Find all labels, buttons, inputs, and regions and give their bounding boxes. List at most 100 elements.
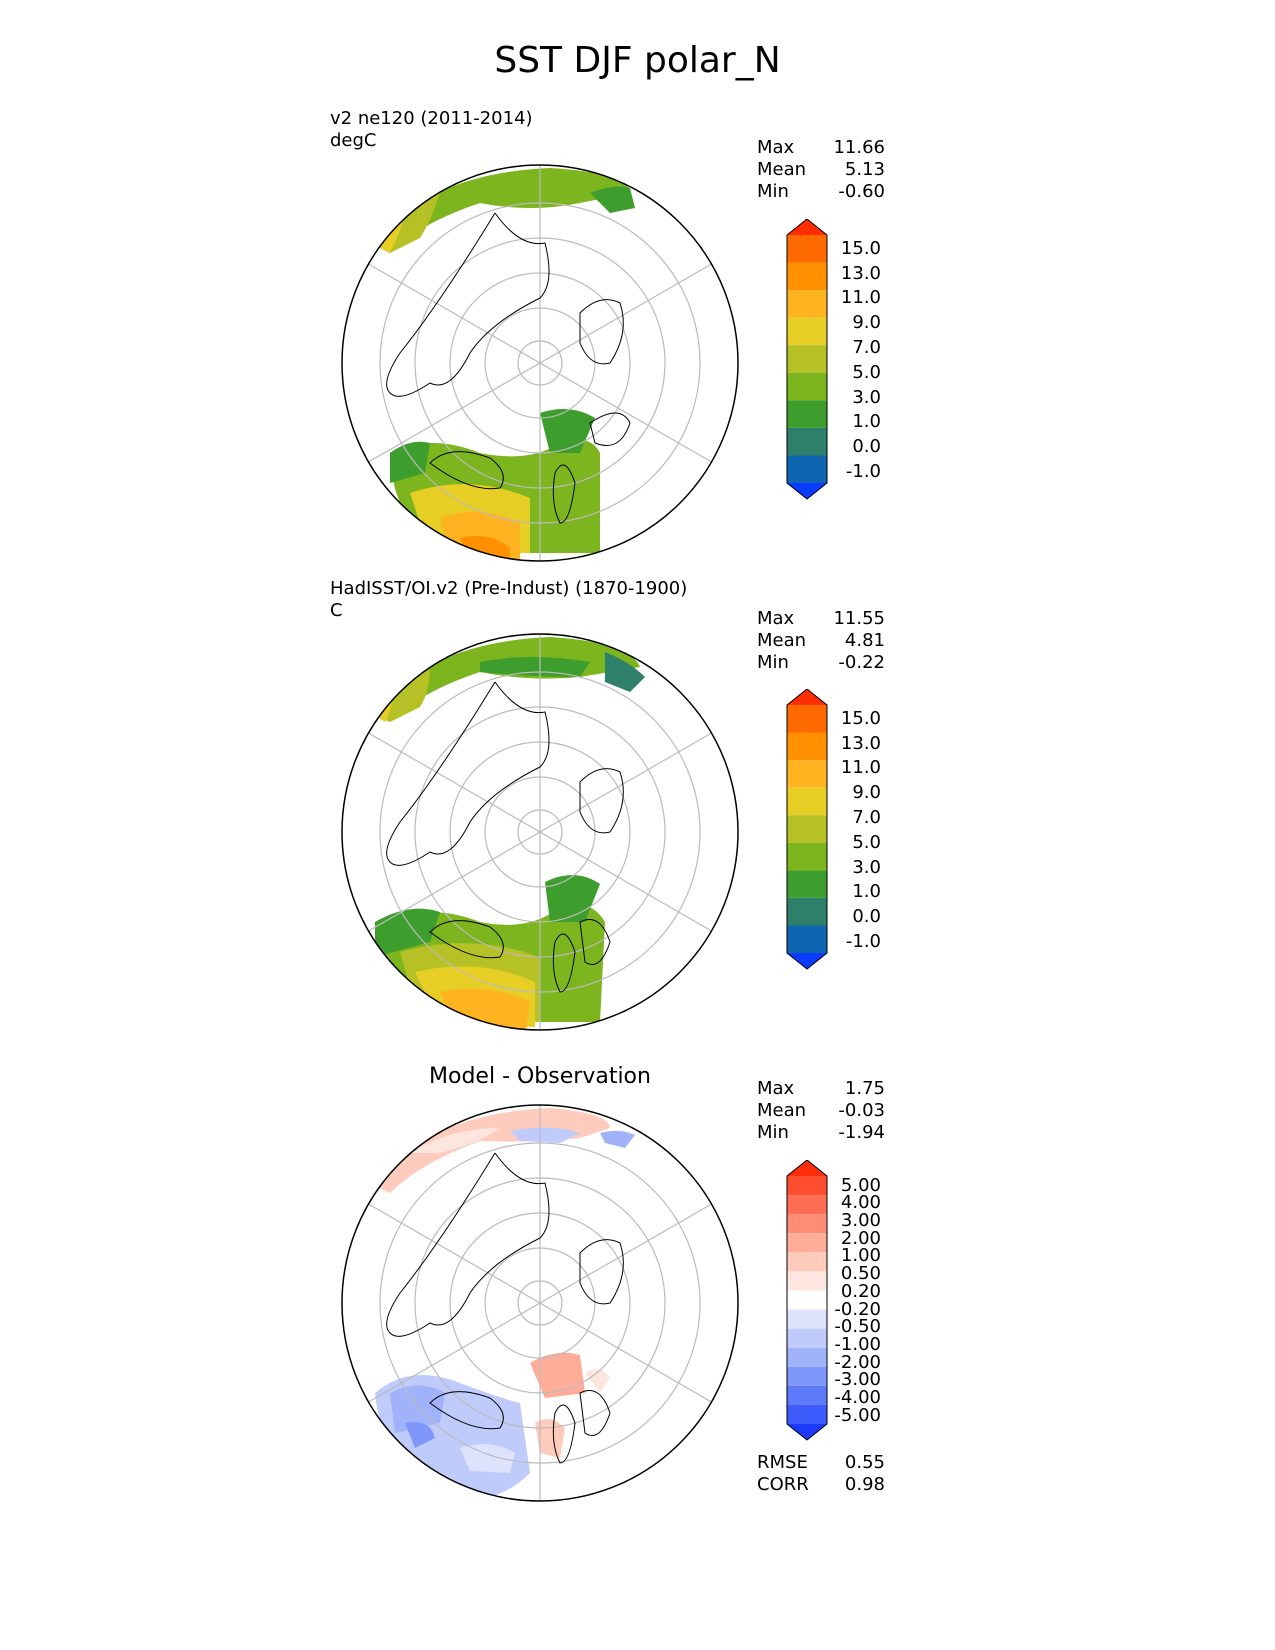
- stat-label: Max: [757, 608, 795, 629]
- stat-value-mean: 5.13: [844, 159, 885, 180]
- colorbar-band: [787, 1195, 827, 1215]
- corr-value: 0.98: [844, 1474, 885, 1495]
- colorbar-band: [787, 1424, 827, 1440]
- stat-value-max: 11.66: [833, 137, 885, 158]
- colorbar-tick-label: 2.00: [840, 1227, 881, 1249]
- model-stats: Max 11.66 Mean 5.13 Min -0.60: [757, 137, 885, 203]
- diff-colorbar: 5.00 4.00 3.00 2.00 1.00 0.50 0.20 -0.20 -0.50 -1…: [785, 1160, 915, 1450]
- page-title: SST DJF polar_N: [494, 40, 781, 81]
- colorbar-tick-label: 9.0: [852, 312, 881, 334]
- obs-stats: Max 11.55 Mean 4.81 Min -0.22: [757, 608, 885, 674]
- colorbar-band: [787, 290, 827, 318]
- stat-label: Min: [757, 181, 789, 202]
- colorbar-tick-label: 13.0: [840, 732, 881, 754]
- colorbar-outline: [786, 689, 828, 970]
- colorbar-band: [787, 1290, 827, 1310]
- colorbar-band: [787, 1252, 827, 1272]
- colorbar-band: [787, 235, 827, 263]
- colorbar-tick-label: 1.00: [840, 1245, 881, 1267]
- colorbar-band: [787, 427, 827, 456]
- colorbar-tick-label: 9.0: [852, 782, 881, 804]
- stat-value-min: -1.94: [838, 1122, 885, 1143]
- colorbar-band: [787, 1176, 827, 1196]
- colorbar-band: [787, 689, 827, 705]
- colorbar-band: [787, 455, 827, 483]
- stat-value-min: -0.22: [838, 652, 885, 673]
- colorbar-tick-label: 0.50: [840, 1263, 881, 1285]
- colorbar-tick-label: -2.00: [834, 1351, 881, 1373]
- obs-units: C: [330, 600, 343, 621]
- colorbar-band: [787, 760, 827, 788]
- colorbar-tick-label: 1.0: [852, 411, 881, 433]
- obs-polar-map: [341, 633, 739, 1031]
- colorbar-tick-label: -0.50: [834, 1316, 881, 1338]
- colorbar-band: [787, 372, 827, 401]
- colorbar-band: [787, 953, 827, 969]
- colorbar-band: [787, 925, 827, 953]
- colorbar-tick-label: 7.0: [852, 806, 881, 828]
- diff-colorbar-graphic: [786, 1160, 828, 1441]
- colorbar-outline: [786, 219, 828, 500]
- colorbar-outline: [786, 1160, 828, 1441]
- colorbar-tick-label: 3.0: [852, 856, 881, 878]
- colorbar-band: [787, 1214, 827, 1234]
- colorbar-band: [787, 815, 827, 843]
- colorbar-band: [787, 1328, 827, 1348]
- colorbar-tick-label: 0.0: [852, 436, 881, 458]
- colorbar-tick-label: -1.0: [845, 930, 881, 952]
- colorbar-band: [787, 317, 827, 346]
- colorbar-band: [787, 345, 827, 373]
- colorbar-tick-label: 15.0: [840, 237, 881, 259]
- stat-label: Mean: [757, 630, 807, 651]
- diff-polar-map: [341, 1104, 739, 1502]
- colorbar-band: [787, 1404, 827, 1424]
- colorbar-tick-label: 1.0: [852, 881, 881, 903]
- colorbar-band: [787, 400, 827, 428]
- model-polar-map: [341, 164, 739, 562]
- stat-label: Max: [757, 1078, 795, 1099]
- colorbar-tick-label: 3.0: [852, 386, 881, 408]
- stat-value-mean: -0.03: [838, 1100, 885, 1121]
- colorbar-tick-label: 5.0: [852, 361, 881, 383]
- rmse-value: 0.55: [844, 1452, 885, 1473]
- colorbar-tick-label: 5.00: [840, 1174, 881, 1196]
- colorbar-band: [787, 262, 827, 291]
- stat-value-mean: 4.81: [844, 630, 885, 651]
- colorbar-tick-label: 11.0: [840, 757, 881, 779]
- diff-panel-title: Model - Observation: [429, 1064, 651, 1089]
- colorbar-band: [787, 732, 827, 761]
- colorbar-tick-label: -1.00: [834, 1333, 881, 1355]
- obs-colorbar: 15.0 13.0 11.0 9.0 7.0 5.0 3.0 1.0 0.0 -1.0: [785, 689, 915, 979]
- colorbar-tick-label: 11.0: [840, 287, 881, 309]
- colorbar-tick-label: 0.20: [840, 1280, 881, 1302]
- metric-label: RMSE: [757, 1452, 808, 1473]
- model-title-line1: v2 ne120 (2011-2014): [330, 108, 533, 129]
- colorbar-band: [787, 842, 827, 871]
- stat-label: Min: [757, 652, 789, 673]
- colorbar-tick-label: 3.00: [840, 1209, 881, 1231]
- colorbar-tick-label: 7.0: [852, 336, 881, 358]
- colorbar-band: [787, 1347, 827, 1367]
- colorbar-band: [787, 219, 827, 235]
- stat-value-max: 11.55: [833, 608, 885, 629]
- stat-label: Mean: [757, 159, 807, 180]
- stat-label: Min: [757, 1122, 789, 1143]
- model-panel-title: v2 ne120 (2011-2014) degC: [330, 108, 533, 152]
- colorbar-tick-label: 15.0: [840, 707, 881, 729]
- stat-value-min: -0.60: [838, 181, 885, 202]
- colorbar-band: [787, 1385, 827, 1405]
- diff-stats: Max 1.75 Mean -0.03 Min -1.94: [757, 1078, 885, 1144]
- colorbar-tick-label: -1.0: [845, 460, 881, 482]
- model-units: degC: [330, 130, 377, 151]
- model-colorbar-graphic: [786, 219, 828, 500]
- colorbar-tick-label: -5.00: [834, 1404, 881, 1426]
- colorbar-tick-label: 13.0: [840, 262, 881, 284]
- colorbar-tick-label: -0.20: [834, 1298, 881, 1320]
- model-colorbar: 15.0 13.0 11.0 9.0 7.0 5.0 3.0 1.0 0.0 -1.0: [785, 219, 915, 509]
- colorbar-band: [787, 1233, 827, 1253]
- stat-value-max: 1.75: [844, 1078, 885, 1099]
- stat-label: Max: [757, 137, 795, 158]
- colorbar-tick-label: 5.0: [852, 831, 881, 853]
- colorbar-tick-label: 4.00: [840, 1192, 881, 1214]
- colorbar-tick-label: 0.0: [852, 906, 881, 928]
